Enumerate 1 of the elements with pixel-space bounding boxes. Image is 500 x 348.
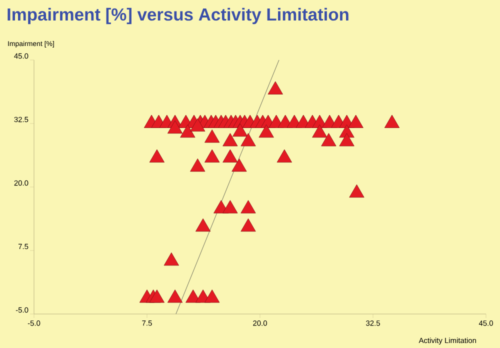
chart-title: Impairment [%] versus Activity Limitation (8, 8, 348, 24)
